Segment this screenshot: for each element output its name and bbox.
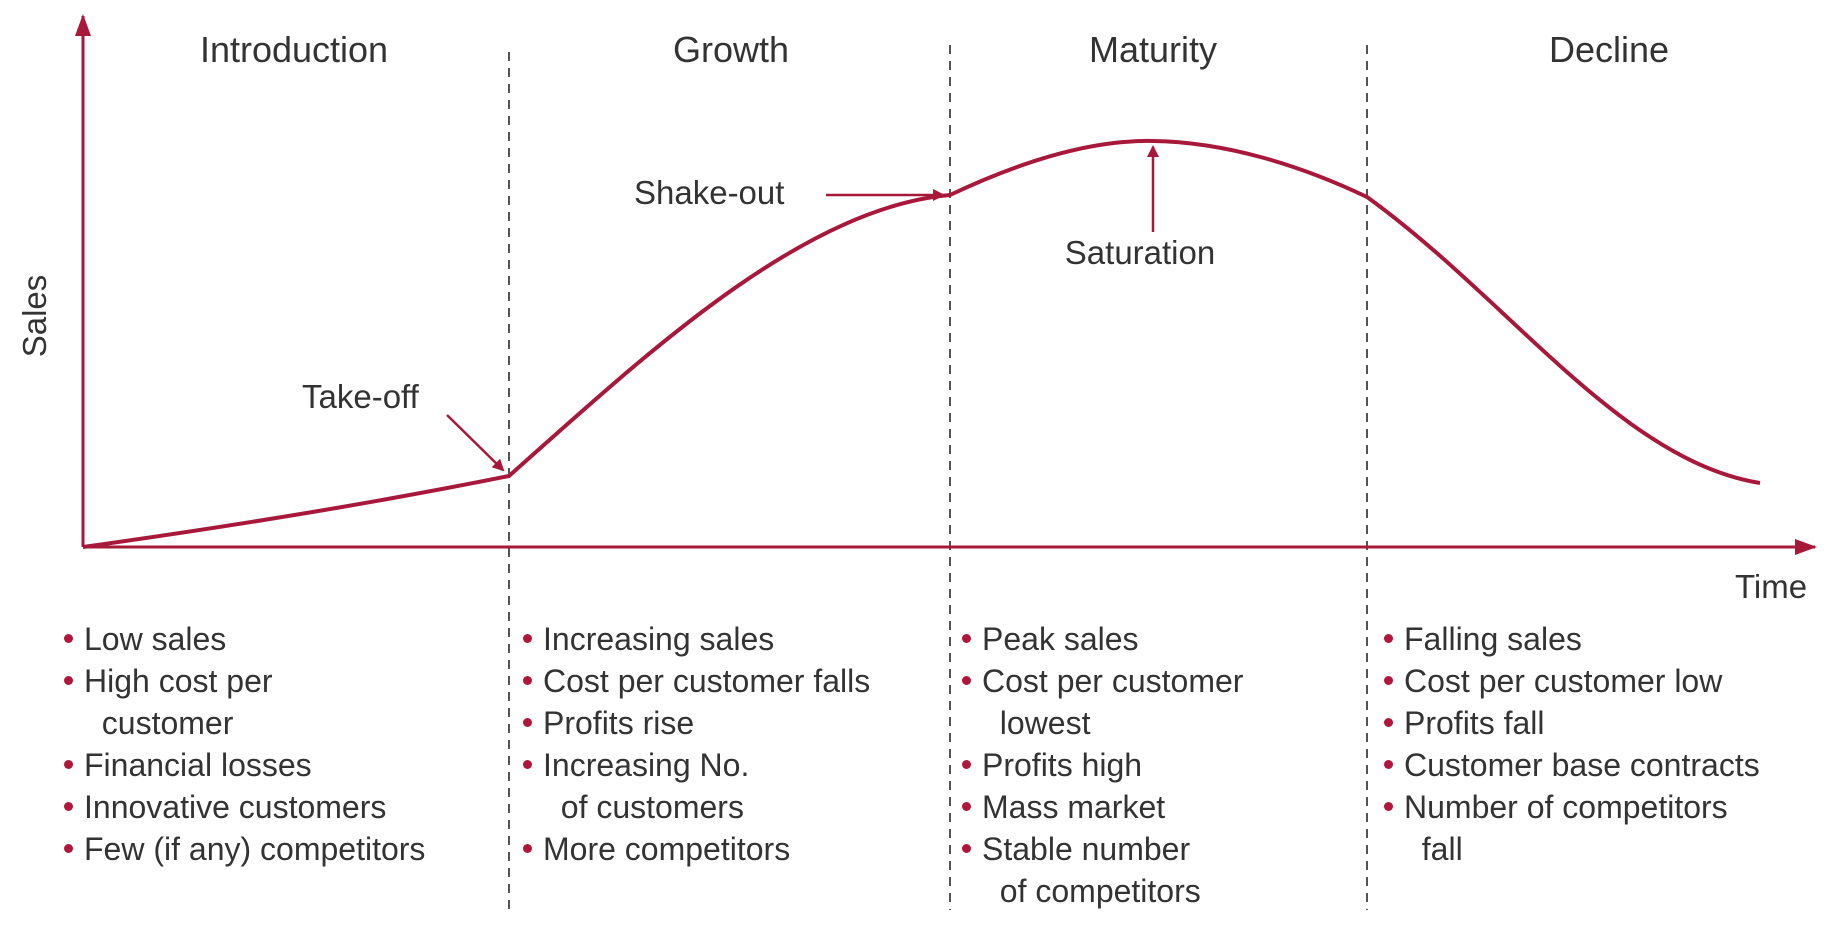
bullet-dot-icon bbox=[64, 634, 73, 643]
bullet-dot-icon bbox=[1384, 676, 1393, 685]
bullet-dot-icon bbox=[64, 760, 73, 769]
bullet-item: Increasing sales bbox=[521, 618, 870, 660]
bullet-item: High cost per customer bbox=[62, 660, 425, 744]
stage-title-maturity: Maturity bbox=[1089, 29, 1217, 70]
bullet-text: Innovative customers bbox=[84, 789, 387, 825]
bullet-item: Stable number of competitors bbox=[960, 828, 1243, 912]
bullet-dot-icon bbox=[1384, 634, 1393, 643]
bullet-item: Number of competitors fall bbox=[1382, 786, 1760, 870]
bullet-item: Mass market bbox=[960, 786, 1243, 828]
bullet-dot-icon bbox=[64, 676, 73, 685]
bullet-dot-icon bbox=[962, 634, 971, 643]
bullet-item: Falling sales bbox=[1382, 618, 1760, 660]
take-off-arrow bbox=[446, 414, 505, 472]
bullet-list-growth: Increasing sales Cost per customer falls P… bbox=[521, 618, 870, 870]
bullet-text: Profits high bbox=[982, 747, 1143, 783]
bullet-text: Increasing sales bbox=[543, 621, 775, 657]
bullet-list-maturity: Peak sales Cost per customer lowest Profit… bbox=[960, 618, 1243, 912]
bullet-item: Profits fall bbox=[1382, 702, 1760, 744]
bullet-dot-icon bbox=[523, 718, 532, 727]
bullet-text: Mass market bbox=[982, 789, 1166, 825]
bullet-text: Peak sales bbox=[982, 621, 1139, 657]
bullet-text: Profits fall bbox=[1404, 705, 1545, 741]
bullet-item: Peak sales bbox=[960, 618, 1243, 660]
bullet-dot-icon bbox=[962, 760, 971, 769]
bullet-dot-icon bbox=[64, 802, 73, 811]
bullet-dot-icon bbox=[1384, 718, 1393, 727]
annotation-shake-out: Shake-out bbox=[634, 174, 784, 211]
bullet-item: More competitors bbox=[521, 828, 870, 870]
bullet-dot-icon bbox=[1384, 802, 1393, 811]
bullet-item: Increasing No. of customers bbox=[521, 744, 870, 828]
bullet-text: Cost per customer low bbox=[1404, 663, 1723, 699]
bullet-dot-icon bbox=[523, 760, 532, 769]
bullet-item: Low sales bbox=[62, 618, 425, 660]
bullet-dot-icon bbox=[523, 844, 532, 853]
stage-title-decline: Decline bbox=[1549, 29, 1669, 70]
bullet-item: Customer base contracts bbox=[1382, 744, 1760, 786]
bullet-item: Few (if any) competitors bbox=[62, 828, 425, 870]
bullet-list-introduction: Low sales High cost per customer Financial… bbox=[62, 618, 425, 870]
bullet-dot-icon bbox=[962, 844, 971, 853]
bullet-item: Profits high bbox=[960, 744, 1243, 786]
bullet-item: Innovative customers bbox=[62, 786, 425, 828]
bullet-text: Number of competitors fall bbox=[1404, 789, 1728, 867]
annotation-take-off: Take-off bbox=[302, 378, 420, 415]
bullet-dot-icon bbox=[64, 844, 73, 853]
bullet-text: Cost per customer lowest bbox=[982, 663, 1244, 741]
bullet-dot-icon bbox=[962, 802, 971, 811]
bullet-dot-icon bbox=[523, 676, 532, 685]
stage-title-introduction: Introduction bbox=[200, 29, 388, 70]
bullet-item: Financial losses bbox=[62, 744, 425, 786]
bullet-list-decline: Falling sales Cost per customer low Profit… bbox=[1382, 618, 1760, 870]
bullet-text: Customer base contracts bbox=[1404, 747, 1760, 783]
bullet-item: Cost per customer falls bbox=[521, 660, 870, 702]
bullet-item: Profits rise bbox=[521, 702, 870, 744]
bullet-item: Cost per customer lowest bbox=[960, 660, 1243, 744]
bullet-dot-icon bbox=[1384, 760, 1393, 769]
bullet-text: Cost per customer falls bbox=[543, 663, 871, 699]
sales-curve bbox=[82, 138, 1761, 549]
annotation-saturation: Saturation bbox=[1065, 234, 1215, 271]
bullet-item: Cost per customer low bbox=[1382, 660, 1760, 702]
bullet-text: Increasing No. of customers bbox=[543, 747, 750, 825]
bullet-text: Stable number of competitors bbox=[982, 831, 1201, 909]
bullet-text: Financial losses bbox=[84, 747, 312, 783]
bullet-text: Low sales bbox=[84, 621, 227, 657]
stage-title-growth: Growth bbox=[673, 29, 789, 70]
x-axis-label: Time bbox=[1735, 568, 1807, 605]
bullet-text: High cost per customer bbox=[84, 663, 273, 741]
bullet-text: Falling sales bbox=[1404, 621, 1582, 657]
bullet-dot-icon bbox=[523, 634, 532, 643]
bullet-text: More competitors bbox=[543, 831, 791, 867]
bullet-text: Profits rise bbox=[543, 705, 695, 741]
bullet-dot-icon bbox=[962, 676, 971, 685]
bullet-text: Few (if any) competitors bbox=[84, 831, 426, 867]
y-axis-label: Sales bbox=[16, 275, 53, 358]
